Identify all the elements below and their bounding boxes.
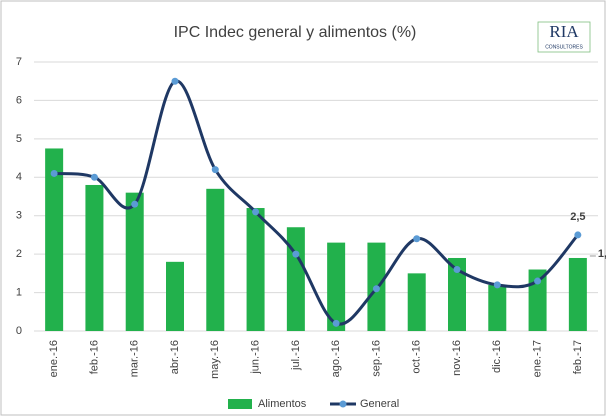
logo-frame — [537, 21, 591, 53]
data-label: 1,9 — [598, 248, 606, 260]
marker — [453, 266, 461, 274]
bar — [286, 227, 305, 331]
marker — [413, 235, 421, 243]
bar — [448, 257, 466, 331]
bar — [568, 257, 587, 331]
logo-name: RIA — [549, 22, 579, 41]
x-tick-label: ene.-16 — [48, 340, 60, 377]
y-tick-label: 0 — [16, 325, 22, 337]
marker — [171, 77, 179, 85]
y-tick-label: 1 — [16, 286, 22, 298]
marker — [211, 166, 219, 174]
y-tick-label: 5 — [16, 133, 22, 145]
y-tick-label: 2 — [16, 248, 22, 260]
marker — [292, 250, 300, 258]
x-tick-label: may.-16 — [209, 340, 221, 379]
x-tick-label: abr.-16 — [169, 340, 181, 374]
logo-tagline: CONSULTORES — [545, 44, 583, 50]
x-tick-label: oct.-16 — [411, 340, 423, 374]
marker — [252, 208, 260, 216]
y-tick-label: 3 — [16, 210, 22, 222]
marker — [50, 169, 58, 177]
x-tick-label: dic.-16 — [491, 340, 503, 373]
marker — [574, 231, 582, 239]
legend-label: General — [360, 398, 399, 410]
bar — [246, 208, 265, 331]
bar — [45, 148, 64, 331]
x-tick-label: mar.-16 — [129, 340, 141, 377]
x-tick-label: jun.-16 — [249, 340, 261, 375]
y-tick-label: 7 — [16, 56, 22, 68]
chart-title: IPC Indec general y alimentos (%) — [174, 24, 417, 41]
bar — [488, 284, 507, 331]
bar — [327, 242, 346, 331]
legend-label: Alimentos — [258, 398, 307, 410]
x-tick-label: jul.-16 — [290, 340, 302, 371]
x-tick-label: feb.-16 — [88, 340, 100, 374]
x-tick-label: sep.-16 — [370, 340, 382, 377]
x-tick-label: ago.-16 — [330, 340, 342, 377]
marker — [131, 200, 139, 208]
marker — [534, 277, 542, 285]
marker — [372, 285, 380, 293]
legend-swatch — [228, 399, 252, 409]
line — [54, 79, 580, 326]
marker — [90, 173, 98, 181]
bar — [407, 273, 426, 331]
marker — [493, 281, 501, 289]
x-tick-label: ene.-17 — [531, 340, 543, 377]
bar — [85, 184, 104, 331]
bar — [166, 261, 184, 331]
bar — [206, 188, 225, 331]
legend-marker — [339, 400, 347, 408]
marker — [332, 319, 340, 327]
data-label: 2,5 — [570, 211, 585, 223]
x-tick-label: nov.-16 — [451, 340, 463, 376]
y-tick-label: 6 — [16, 94, 22, 106]
y-tick-label: 4 — [16, 171, 22, 183]
x-tick-label: feb.-17 — [572, 340, 584, 374]
bar — [125, 192, 144, 331]
